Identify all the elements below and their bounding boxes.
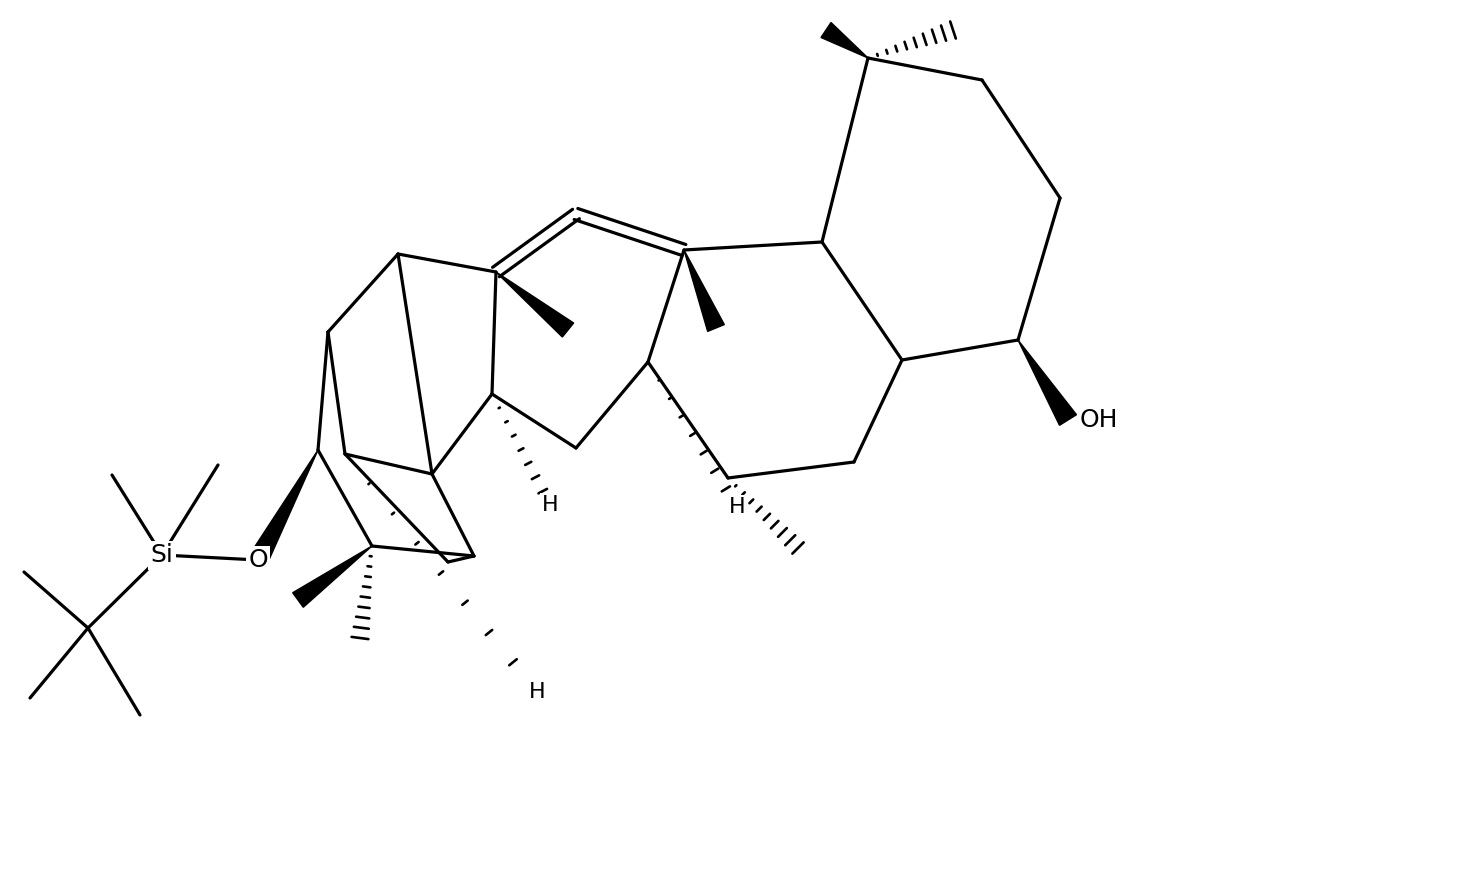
Text: H: H	[542, 495, 558, 515]
Text: OH: OH	[1080, 408, 1119, 432]
Polygon shape	[496, 272, 574, 337]
Text: Si: Si	[150, 543, 174, 567]
Text: H: H	[528, 682, 545, 702]
Polygon shape	[1019, 340, 1076, 426]
Polygon shape	[684, 250, 724, 331]
Polygon shape	[293, 546, 372, 607]
Text: H: H	[729, 497, 745, 517]
Polygon shape	[249, 450, 318, 565]
Text: O: O	[249, 548, 268, 572]
Polygon shape	[821, 23, 868, 58]
